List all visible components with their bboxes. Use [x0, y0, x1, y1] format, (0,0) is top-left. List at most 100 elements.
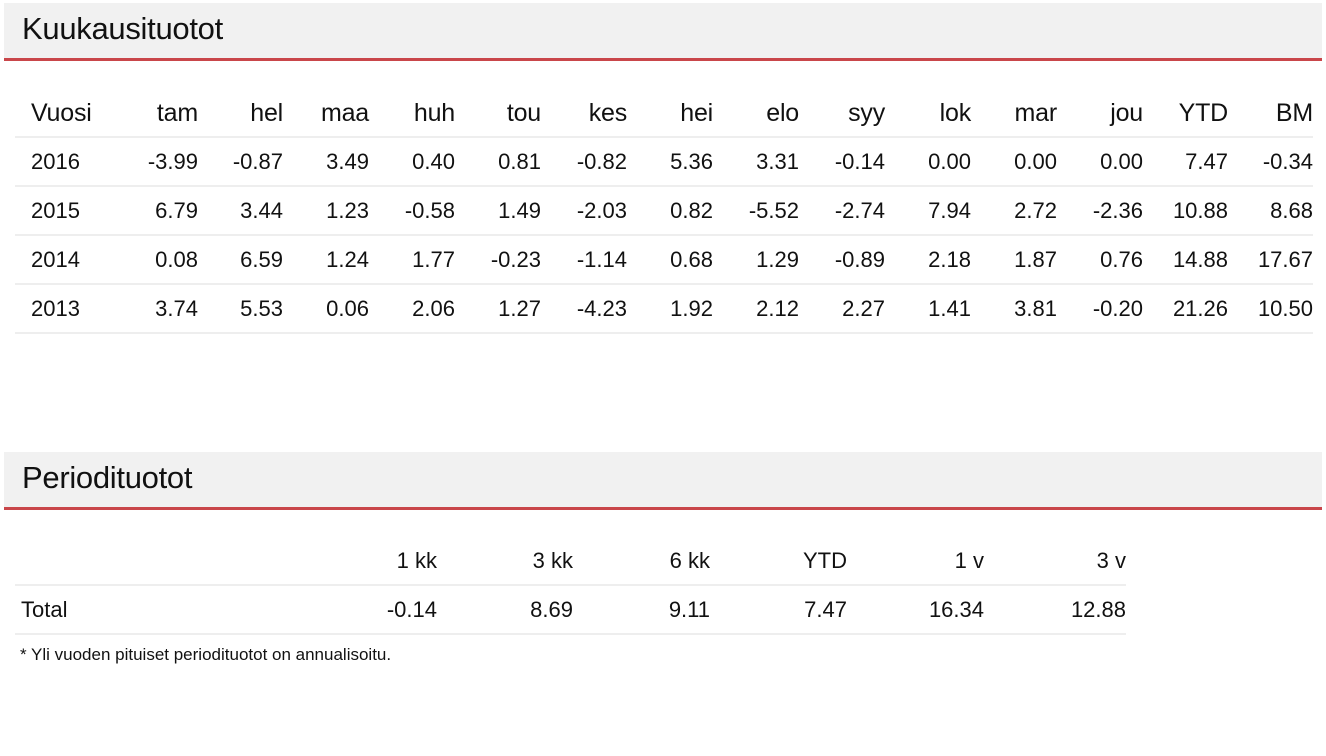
value-cell: 0.08 — [114, 235, 198, 285]
value-cell: 0.06 — [283, 284, 369, 334]
value-cell: -2.74 — [799, 186, 885, 236]
value-cell: 16.34 — [847, 585, 984, 635]
value-cell: 0.76 — [1057, 235, 1143, 285]
value-cell: -0.20 — [1057, 284, 1143, 334]
column-header-period: 3 v — [984, 537, 1126, 586]
table-row: 2013 3.74 5.53 0.06 2.06 1.27 -4.23 1.92… — [15, 284, 1313, 334]
value-cell: 7.94 — [885, 186, 971, 236]
value-cell: 9.11 — [573, 585, 710, 635]
column-header-month: huh — [369, 90, 455, 138]
period-returns-title: Periodituotot — [22, 460, 193, 495]
value-cell: 0.68 — [627, 235, 713, 285]
value-cell: 3.81 — [971, 284, 1057, 334]
value-cell: 2.72 — [971, 186, 1057, 236]
value-cell: 0.00 — [1057, 137, 1143, 187]
column-header-empty — [15, 537, 301, 586]
value-cell: 12.88 — [984, 585, 1126, 635]
benchmark-cell: 8.68 — [1228, 186, 1313, 236]
value-cell: 1.24 — [283, 235, 369, 285]
column-header-period: 3 kk — [437, 537, 573, 586]
column-header-period: 1 v — [847, 537, 984, 586]
value-cell: -1.14 — [541, 235, 627, 285]
period-header-row: 1 kk 3 kk 6 kk YTD 1 v 3 v — [15, 537, 1126, 586]
value-cell: 2.18 — [885, 235, 971, 285]
column-header-benchmark: BM — [1228, 90, 1313, 138]
value-cell: 1.87 — [971, 235, 1057, 285]
row-label: Total — [15, 585, 301, 635]
ytd-cell: 7.47 — [1143, 137, 1228, 187]
value-cell: 2.06 — [369, 284, 455, 334]
value-cell: 1.29 — [713, 235, 799, 285]
column-header-month: hei — [627, 90, 713, 138]
value-cell: -0.14 — [799, 137, 885, 187]
value-cell: 1.41 — [885, 284, 971, 334]
value-cell: 0.81 — [455, 137, 541, 187]
table-row: 2014 0.08 6.59 1.24 1.77 -0.23 -1.14 0.6… — [15, 235, 1313, 285]
value-cell: 5.53 — [198, 284, 283, 334]
year-cell: 2013 — [15, 284, 114, 334]
value-cell: -0.82 — [541, 137, 627, 187]
value-cell: 3.31 — [713, 137, 799, 187]
ytd-cell: 10.88 — [1143, 186, 1228, 236]
column-header-month: syy — [799, 90, 885, 138]
value-cell: 8.69 — [437, 585, 573, 635]
value-cell: 2.12 — [713, 284, 799, 334]
value-cell: 0.00 — [971, 137, 1057, 187]
ytd-cell: 14.88 — [1143, 235, 1228, 285]
table-row: 2016 -3.99 -0.87 3.49 0.40 0.81 -0.82 5.… — [15, 137, 1313, 187]
monthly-header-row: Vuosi tam hel maa huh tou kes hei elo sy… — [15, 90, 1313, 138]
benchmark-cell: -0.34 — [1228, 137, 1313, 187]
value-cell: 0.40 — [369, 137, 455, 187]
value-cell: -3.99 — [114, 137, 198, 187]
monthly-returns-title: Kuukausituotot — [22, 11, 223, 46]
value-cell: -0.14 — [301, 585, 437, 635]
column-header-month: lok — [885, 90, 971, 138]
value-cell: 1.92 — [627, 284, 713, 334]
value-cell: -2.03 — [541, 186, 627, 236]
value-cell: 1.23 — [283, 186, 369, 236]
monthly-returns-header: Kuukausituotot — [4, 3, 1322, 61]
column-header-month: elo — [713, 90, 799, 138]
value-cell: -0.87 — [198, 137, 283, 187]
year-cell: 2014 — [15, 235, 114, 285]
column-header-month: tou — [455, 90, 541, 138]
value-cell: 3.44 — [198, 186, 283, 236]
value-cell: 6.79 — [114, 186, 198, 236]
column-header-period: YTD — [710, 537, 847, 586]
value-cell: 5.36 — [627, 137, 713, 187]
monthly-returns-table: Vuosi tam hel maa huh tou kes hei elo sy… — [15, 90, 1313, 334]
benchmark-cell: 17.67 — [1228, 235, 1313, 285]
value-cell: 3.74 — [114, 284, 198, 334]
column-header-month: maa — [283, 90, 369, 138]
column-header-month: mar — [971, 90, 1057, 138]
value-cell: 2.27 — [799, 284, 885, 334]
column-header-period: 1 kk — [301, 537, 437, 586]
value-cell: 0.00 — [885, 137, 971, 187]
value-cell: 1.77 — [369, 235, 455, 285]
value-cell: 1.27 — [455, 284, 541, 334]
column-header-ytd: YTD — [1143, 90, 1228, 138]
benchmark-cell: 10.50 — [1228, 284, 1313, 334]
value-cell: 0.82 — [627, 186, 713, 236]
ytd-cell: 21.26 — [1143, 284, 1228, 334]
table-row: 2015 6.79 3.44 1.23 -0.58 1.49 -2.03 0.8… — [15, 186, 1313, 236]
value-cell: -0.89 — [799, 235, 885, 285]
column-header-month: jou — [1057, 90, 1143, 138]
value-cell: 3.49 — [283, 137, 369, 187]
column-header-period: 6 kk — [573, 537, 710, 586]
column-header-year: Vuosi — [15, 90, 114, 138]
column-header-month: tam — [114, 90, 198, 138]
annualized-footnote: * Yli vuoden pituiset periodituotot on a… — [20, 645, 392, 664]
column-header-month: hel — [198, 90, 283, 138]
value-cell: 7.47 — [710, 585, 847, 635]
value-cell: -5.52 — [713, 186, 799, 236]
column-header-month: kes — [541, 90, 627, 138]
value-cell: -4.23 — [541, 284, 627, 334]
period-returns-table: 1 kk 3 kk 6 kk YTD 1 v 3 v Total -0.14 8… — [15, 537, 1126, 635]
value-cell: -0.58 — [369, 186, 455, 236]
value-cell: -2.36 — [1057, 186, 1143, 236]
period-returns-header: Periodituotot — [4, 452, 1322, 510]
value-cell: 1.49 — [455, 186, 541, 236]
year-cell: 2015 — [15, 186, 114, 236]
table-row: Total -0.14 8.69 9.11 7.47 16.34 12.88 — [15, 585, 1126, 635]
